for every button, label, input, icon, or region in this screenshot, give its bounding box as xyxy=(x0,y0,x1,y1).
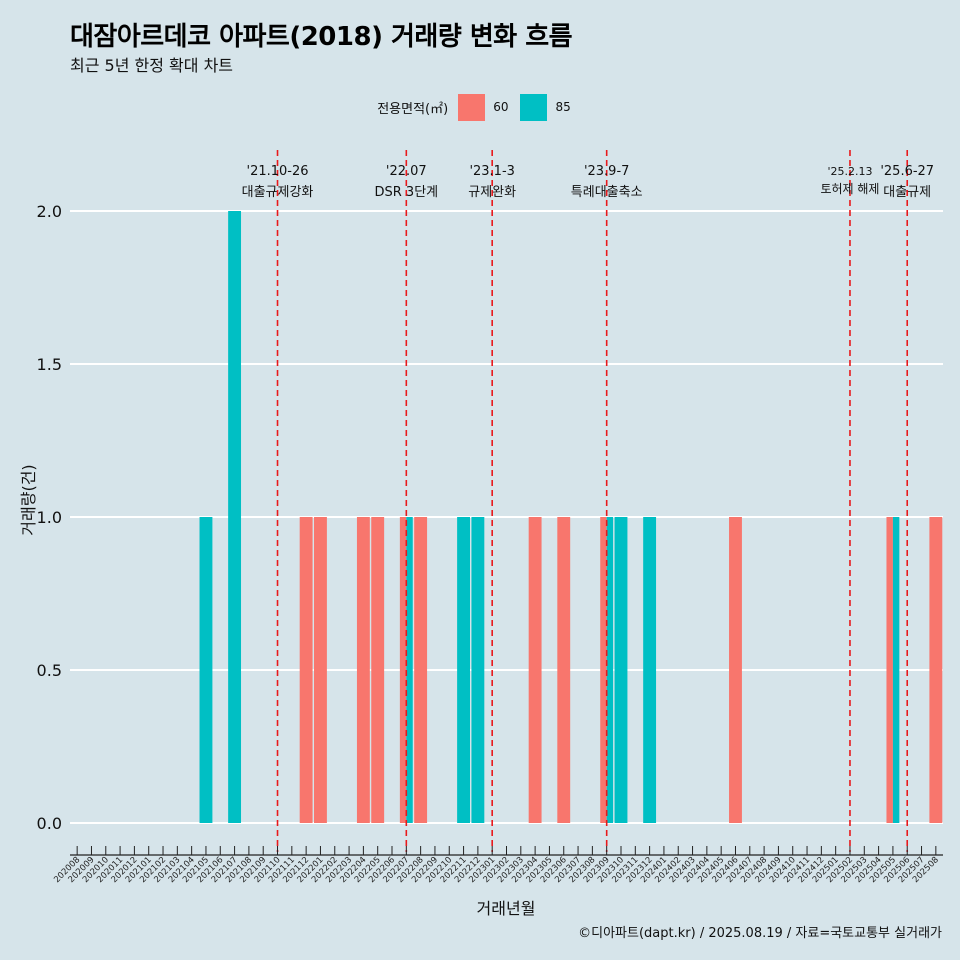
event-date-label: '23.9-7 xyxy=(584,164,629,179)
y-axis-title: 거래량(건) xyxy=(19,464,38,535)
y-tick-label: 2.0 xyxy=(37,202,62,221)
bar-60-202306 xyxy=(557,517,571,823)
event-label: 규제완화 xyxy=(468,185,516,200)
event-date-label: '25.2.13 xyxy=(827,165,872,178)
bar-85-202107 xyxy=(228,211,242,823)
event-label: 대출규제강화 xyxy=(242,185,314,200)
event-date-label: '21.10-26 xyxy=(247,164,309,179)
bar-60-202208 xyxy=(414,517,428,823)
bar-85-202211 xyxy=(457,517,471,823)
bar-85-202309 xyxy=(606,517,614,823)
bar-85-202310 xyxy=(614,517,628,823)
legend-title: 전용면적(㎡) xyxy=(377,101,449,117)
bar-85-202212 xyxy=(471,517,485,823)
legend-key-60 xyxy=(458,93,486,121)
y-tick-label: 0.5 xyxy=(37,661,62,680)
bar-60-202201 xyxy=(314,517,327,823)
event-label: 토허제 해제 xyxy=(820,182,879,196)
bar-60-202112 xyxy=(299,517,313,823)
event-label: DSR 3단계 xyxy=(375,185,439,200)
chart-title: 대잠아르데코 아파트(2018) 거래량 변화 흐름 xyxy=(70,22,573,52)
y-tick-label: 1.5 xyxy=(37,355,62,374)
event-date-label: '22.07 xyxy=(386,164,427,179)
chart-subtitle: 최근 5년 한정 확대 차트 xyxy=(70,56,234,75)
bar-85-202105 xyxy=(199,517,213,823)
event-label: 대출규제 xyxy=(883,185,931,200)
bar-85-202207 xyxy=(406,517,413,823)
legend-label-60: 60 xyxy=(493,100,509,114)
bar-60-202204 xyxy=(356,517,370,823)
bar-60-202205 xyxy=(371,517,385,823)
x-axis-title: 거래년월 xyxy=(477,899,536,918)
source-caption: ©디아파트(dapt.kr) / 2025.08.19 / 자료=국토교통부 실… xyxy=(578,926,942,941)
bar-60-202309 xyxy=(600,517,607,823)
bar-85-202312 xyxy=(643,517,657,823)
bar-60-202508 xyxy=(929,517,943,823)
event-label: 특례대출축소 xyxy=(571,185,643,200)
event-date-label: '23.1-3 xyxy=(469,164,514,179)
legend-key-85 xyxy=(520,93,548,121)
bar-60-202304 xyxy=(528,517,542,823)
legend: 전용면적(㎡) 60 85 xyxy=(0,93,960,121)
legend-label-85: 85 xyxy=(555,100,571,114)
bar-85-202505 xyxy=(892,517,900,823)
bar-60-202505 xyxy=(886,517,893,823)
y-tick-label: 0.0 xyxy=(37,814,62,833)
y-tick-label: 1.0 xyxy=(37,508,62,527)
event-date-label: '25.6-27 xyxy=(880,164,934,179)
bar-60-202207 xyxy=(399,517,407,823)
bar-60-202406 xyxy=(729,517,742,823)
